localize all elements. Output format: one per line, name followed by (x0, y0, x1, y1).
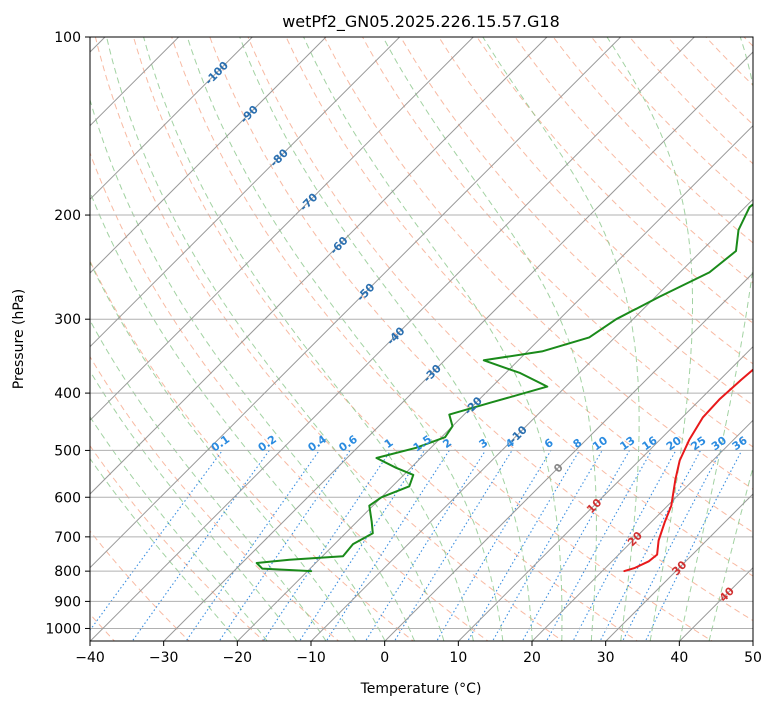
moist-adiabat-line (106, 37, 445, 641)
y-tick-label: 100 (54, 30, 81, 46)
dry-adiabat-line (90, 259, 415, 641)
y-tick-label: 1000 (45, 621, 81, 637)
mixing-ratio-line (262, 450, 392, 641)
isotherm-line (90, 37, 622, 569)
moist-adiabat-line (382, 37, 597, 641)
moist-adiabat-line (90, 190, 386, 641)
isotherm-line (605, 493, 753, 641)
isotherm-line (236, 124, 753, 641)
isotherm-line (90, 37, 327, 274)
moist-adiabat-line (482, 37, 640, 641)
plot-frame (89, 36, 754, 642)
pressure-gridlines (90, 37, 753, 629)
isotherm-line (163, 51, 753, 641)
y-tick-label: 300 (54, 312, 81, 328)
y-tick-label: 600 (54, 490, 81, 506)
moist-adiabat-line (143, 37, 474, 641)
x-tick-label: −40 (75, 650, 105, 666)
isotherm-line (384, 272, 753, 641)
isotherm-line (457, 345, 753, 641)
moist-adiabat-line (239, 37, 533, 641)
mixing-ratio-line (325, 450, 450, 641)
mixing-ratio-line (185, 450, 320, 641)
mixing-ratio-line (131, 450, 270, 641)
moist-adiabat-line (90, 370, 297, 641)
x-tick-label: 10 (449, 650, 467, 666)
plot-area: 0.1 0.2 0.4 0.6 1 1.5 2 3 4 6 8 10 13 16 20 25 30 36-100-… (90, 37, 753, 641)
mixing-ratio-line (90, 450, 223, 632)
moist-adiabat-line (186, 37, 504, 641)
isotherm-line (90, 37, 548, 495)
mixing-ratio-line (298, 450, 425, 641)
isotherm-line (90, 37, 254, 201)
x-axis-title: Temperature (°C) (360, 681, 482, 697)
isotherm-line (531, 419, 753, 641)
moist-adiabat-line (679, 37, 753, 641)
mixing-ratio-line (622, 450, 722, 641)
moist-adiabat-line (90, 319, 327, 641)
y-tick-label: 700 (54, 530, 81, 546)
x-tick-label: 30 (597, 650, 615, 666)
x-tick-label: 40 (670, 650, 688, 666)
x-tick-label: −30 (149, 650, 179, 666)
mixing-ratio-line (393, 450, 513, 641)
x-tick-label: −10 (296, 650, 326, 666)
y-axis-title: Pressure (hPa) (11, 289, 27, 389)
x-tick-label: 50 (744, 650, 762, 666)
isotherm-line (90, 37, 401, 348)
moist-adiabat-line (90, 261, 356, 641)
isotherm-line (90, 37, 696, 641)
y-tick-label: 200 (54, 208, 81, 224)
moist-adiabat-line (708, 465, 753, 641)
x-tick-label: 0 (380, 650, 389, 666)
moist-adiabat-line (303, 37, 563, 641)
dewpoint-profile-line (255, 203, 753, 573)
y-tick-label: 500 (54, 443, 81, 459)
axes: −40 −30 −20 −10 0 10 20 30 40 50 100 200 300 400 500 60… (45, 30, 762, 666)
data-series (255, 203, 753, 573)
isotherm-line (310, 198, 753, 641)
mixing-ratio-line (467, 450, 580, 641)
mixing-ratio-lines (90, 450, 743, 641)
y-tick-label: 800 (54, 564, 81, 580)
x-tick-label: 20 (523, 650, 541, 666)
mixing-ratio-line (572, 450, 677, 641)
isotherms (90, 37, 753, 641)
x-tick-label: −20 (223, 650, 253, 666)
mixing-ratio-line (218, 450, 351, 641)
mixing-ratio-line (436, 450, 552, 641)
temperature-profile-line (623, 368, 753, 573)
y-tick-label: 900 (54, 594, 81, 610)
mixing-ratio-line (599, 450, 702, 641)
dry-adiabat-line (90, 151, 489, 641)
y-tick-label: 400 (54, 386, 81, 402)
moist-adiabat-line (90, 415, 268, 641)
mixing-ratio-line (364, 450, 486, 641)
chart-title: wetPf2_GN05.2025.226.15.57.G18 (282, 12, 560, 32)
isotherm-line (90, 37, 475, 422)
